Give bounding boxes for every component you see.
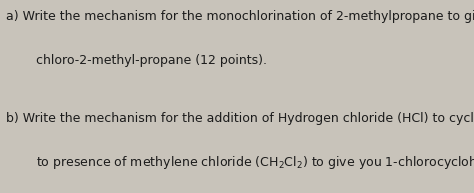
Text: to presence of methylene chloride (CH$_2$Cl$_2$) to give you 1-chlorocyclohexane: to presence of methylene chloride (CH$_2… [36, 154, 474, 171]
Text: b) Write the mechanism for the addition of Hydrogen chloride (HCl) to cyclohexen: b) Write the mechanism for the addition … [6, 112, 474, 125]
Text: a) Write the mechanism for the monochlorination of 2-methylpropane to give 2-: a) Write the mechanism for the monochlor… [6, 10, 474, 23]
Text: chloro-2-methyl-propane (12 points).: chloro-2-methyl-propane (12 points). [36, 54, 266, 67]
